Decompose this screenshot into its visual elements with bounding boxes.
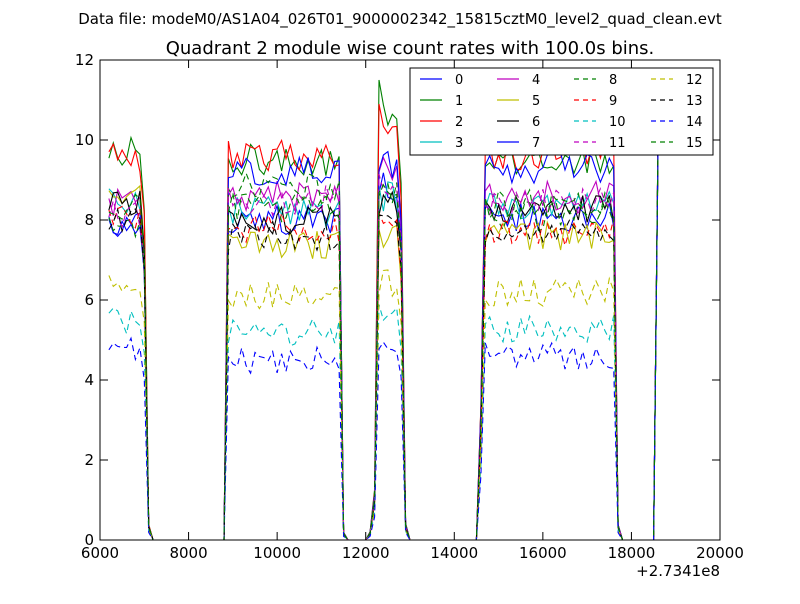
series-12-line [108,142,659,541]
legend-label-13: 13 [686,94,703,109]
legend-label-9: 9 [609,94,617,109]
legend-label-1: 1 [455,94,463,109]
y-tick-label: 6 [84,291,94,309]
legend-label-5: 5 [532,94,540,109]
y-tick-label: 0 [84,531,94,549]
legend-label-2: 2 [455,115,463,130]
figure-suptitle: Data file: modeM0/AS1A04_026T01_90000023… [78,10,722,29]
x-tick-label: 20000 [696,544,744,562]
x-tick-label: 18000 [608,544,656,562]
legend-label-4: 4 [532,73,540,88]
plot-frame [99,59,721,541]
y-tick-label: 2 [84,451,94,469]
legend-label-11: 11 [609,136,626,151]
chart-title: Quadrant 2 module wise count rates with … [166,38,655,59]
x-tick-label: 8000 [169,544,207,562]
x-tick-label: 12000 [342,544,390,562]
legend-label-15: 15 [686,136,703,151]
x-tick-label: 6000 [81,544,119,562]
series-15-line [108,148,659,541]
legend-label-0: 0 [455,73,463,88]
x-offset-label: +2.7341e8 [636,562,720,580]
y-tick-label: 12 [75,51,94,69]
legend-label-12: 12 [686,73,703,88]
legend-frame [409,67,714,156]
series-10-line [108,147,659,541]
legend-label-14: 14 [686,115,703,130]
axis-layer: 6000 8000 10000 12000 14000 16000 18000 20000 0 2… [75,51,744,562]
x-tick-label: 16000 [519,544,567,562]
series-9-line [108,149,659,541]
x-tick-label: 14000 [430,544,478,562]
y-tick-label: 10 [75,131,94,149]
y-tick-label: 4 [84,371,94,389]
legend-label-10: 10 [609,115,626,130]
y-tick-label: 8 [84,211,94,229]
legend-label-7: 7 [532,136,540,151]
legend-label-8: 8 [609,73,617,88]
x-tick-label: 10000 [253,544,301,562]
legend-label-3: 3 [455,136,463,151]
legend-label-6: 6 [532,115,540,130]
